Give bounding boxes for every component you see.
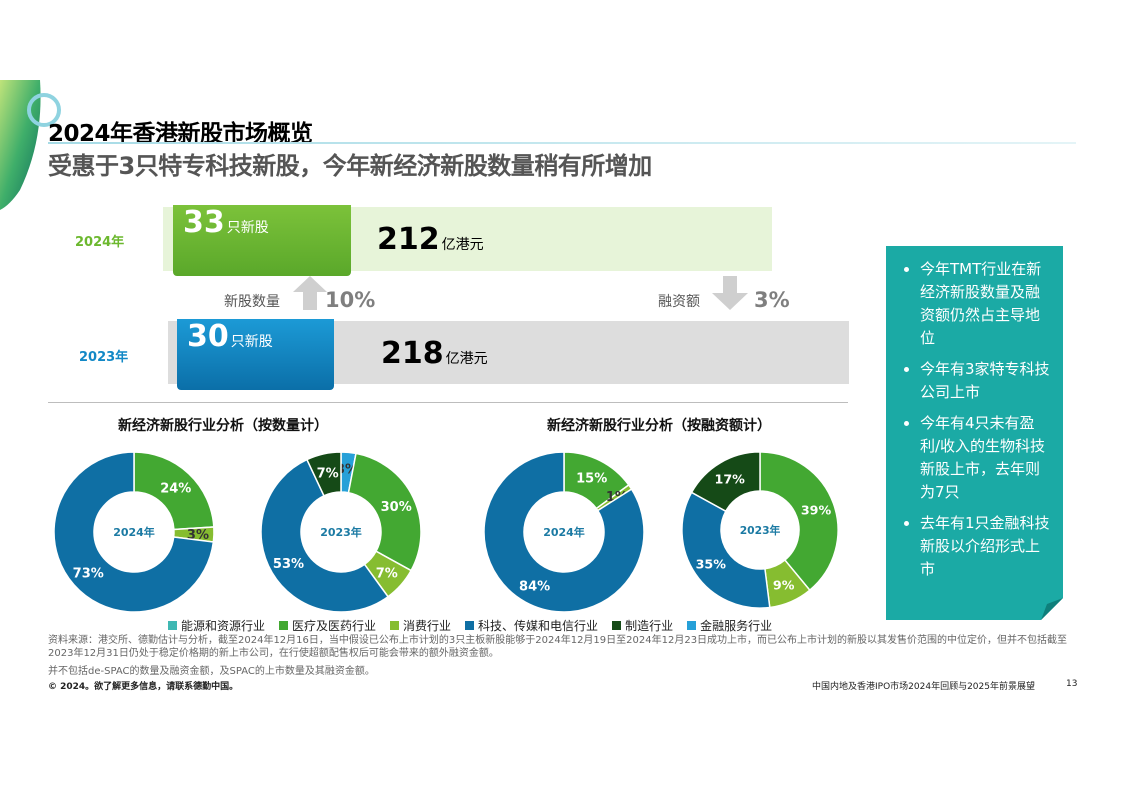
slice-label: 30% (381, 500, 412, 515)
legend-swatch (279, 621, 289, 630)
donut-slice (690, 451, 761, 513)
donut-funds-2023: 39% 9% 35% 17% 2023年 (681, 451, 839, 609)
amount-value-2023: 218 (381, 336, 444, 371)
count-box-2023: 30 只新股 (177, 319, 334, 390)
slice-label: 73% (73, 566, 104, 581)
amount-2023: 218 亿港元 (381, 336, 488, 371)
key-findings-list: 今年TMT行业在新经济新股数量及融资额仍然占主导地位 今年有3家特专科技公司上市… (898, 258, 1053, 581)
donut-slice (305, 451, 342, 497)
slice-label: 9% (773, 577, 795, 592)
panel-corner-fold (1041, 598, 1063, 620)
donut-slice (53, 451, 215, 613)
year-label-2023: 2023年 (79, 350, 129, 365)
donut-center-label: 2023年 (740, 524, 781, 537)
count-2024: 33 (183, 205, 225, 240)
legend-item: 医疗及医药行业 (279, 617, 376, 634)
slice-label: 7% (376, 566, 398, 581)
donut-slice (759, 451, 839, 592)
amount-unit-2024: 亿港元 (441, 237, 484, 253)
donut-slice (681, 491, 771, 609)
exclusion-note: 并不包括de-SPAC的数量及融资金额，及SPAC的上市数量及其融资金额。 (48, 666, 375, 677)
source-note: 资料来源：港交所、德勤估计与分析，截至2024年12月16日，当中假设已公布上市… (48, 635, 1068, 659)
funds-change-label: 融资额 (658, 294, 700, 310)
amount-2024: 212 亿港元 (377, 222, 484, 257)
legend-label: 能源和资源行业 (181, 619, 266, 633)
slice-label: 53% (273, 557, 304, 572)
legend-item: 金融服务行业 (687, 617, 772, 634)
count-2023: 30 (187, 319, 229, 354)
finding-item: 今年有3家特专科技公司上市 (920, 358, 1053, 404)
legend-swatch (168, 621, 177, 630)
chart-title-by-funds: 新经济新股行业分析（按融资额计） (547, 418, 771, 434)
donut-center-label: 2024年 (113, 525, 155, 539)
up-arrow-icon (293, 276, 327, 310)
legend-swatch (687, 621, 697, 630)
chart-title-by-count: 新经济新股行业分析（按数量计） (118, 418, 328, 434)
funds-change-value: 3% (754, 288, 790, 312)
count-box-2024: 33 只新股 (173, 205, 351, 276)
year-label-2024: 2024年 (75, 235, 125, 250)
legend-item: 科技、传媒和电信行业 (465, 617, 598, 634)
count-change-label: 新股数量 (224, 294, 280, 310)
slice-label: 7% (317, 466, 339, 481)
finding-item: 去年有1只金融科技新股以介绍形式上市 (920, 512, 1053, 581)
count-unit-2023: 只新股 (230, 334, 273, 350)
donut-slice (483, 451, 645, 613)
header-decoration (0, 80, 61, 210)
legend-label: 科技、传媒和电信行业 (478, 619, 599, 633)
slice-label: 39% (801, 503, 832, 518)
finding-item: 今年TMT行业在新经济新股数量及融资额仍然占主导地位 (920, 258, 1053, 350)
section-divider (48, 402, 848, 403)
donut-slice (347, 452, 422, 572)
legend-label: 消费行业 (403, 619, 452, 633)
legend-label: 金融服务行业 (700, 619, 773, 633)
amount-value-2024: 212 (377, 222, 440, 257)
donut-center-label: 2023年 (320, 525, 362, 539)
slice-label: 35% (696, 556, 727, 571)
page-number: 13 (1066, 679, 1078, 689)
legend-label: 制造行业 (625, 619, 674, 633)
copyright: © 2024。欲了解更多信息，请联系德勤中国。 (48, 682, 239, 692)
donut-count-2024: 24%3%73%2024年 (53, 451, 215, 613)
legend-swatch (465, 621, 475, 630)
report-title: 中国内地及香港IPO市场2024年回顾与2025年前景展望 (812, 682, 1035, 692)
key-findings-panel: 今年TMT行业在新经济新股数量及融资额仍然占主导地位 今年有3家特专科技公司上市… (886, 246, 1063, 620)
slice-label: 84% (519, 579, 550, 594)
legend-item: 消费行业 (390, 617, 451, 634)
count-change-value: 10% (325, 288, 376, 312)
page-subtitle: 受惠于3只特专科技新股，今年新经济新股数量稍有所增加 (48, 152, 652, 180)
count-unit-2024: 只新股 (226, 220, 269, 236)
donut-count-2023: 3%30%7%53%7%2023年 (260, 451, 422, 613)
amount-unit-2023: 亿港元 (445, 351, 488, 367)
donut-slice (260, 458, 390, 613)
slice-label: 24% (160, 482, 191, 497)
chart-legend: 能源和资源行业 医疗及医药行业 消费行业 科技、传媒和电信行业 制造行业 金融服务行业 (168, 617, 772, 634)
down-arrow-icon (712, 276, 748, 310)
slice-label: 17% (715, 472, 746, 487)
legend-item: 制造行业 (612, 617, 673, 634)
donut-funds-2024: 15%1%84%2024年 (483, 451, 645, 613)
donut-slice (133, 451, 215, 531)
finding-item: 今年有4只未有盈利/收入的生物科技新股上市，去年则为7只 (920, 412, 1053, 504)
legend-item: 能源和资源行业 (168, 617, 265, 634)
title-rule (48, 142, 1076, 144)
legend-swatch (390, 621, 400, 630)
slice-label: 15% (576, 472, 607, 487)
donut-center-label: 2024年 (543, 525, 585, 539)
legend-swatch (612, 621, 622, 630)
legend-label: 医疗及医药行业 (292, 619, 377, 633)
